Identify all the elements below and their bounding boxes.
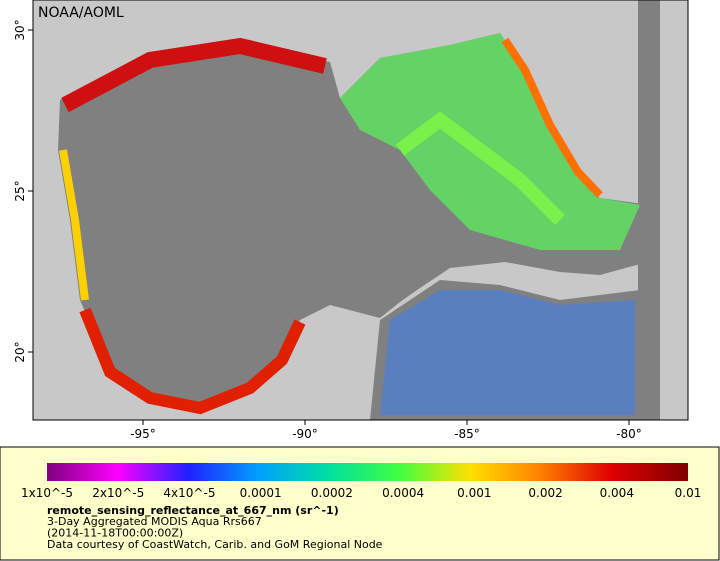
colorbar-label: 0.0002	[311, 486, 353, 500]
no-data	[638, 0, 660, 420]
lon-tick-label: -90°	[292, 427, 318, 441]
legend-line: 3-Day Aggregated MODIS Aqua Rrs667	[47, 515, 262, 528]
lon-tick-label: -85°	[454, 427, 480, 441]
label-box	[35, 2, 135, 24]
coast-red-south	[79, 307, 306, 415]
lat-tick-label: 20°	[13, 341, 27, 362]
ticks: 30° 25° 20° -95° -90° -85° -80°	[13, 19, 642, 441]
colorbar-label: 0.004	[600, 486, 634, 500]
colorbar-label: 0.0001	[240, 486, 282, 500]
map-frame	[32, 0, 689, 421]
colorbar-label: 2x10^-5	[92, 486, 144, 500]
map-label: NOAA/AOML	[38, 5, 124, 21]
legend-line: (2014-11-18T00:00:00Z)	[47, 527, 183, 540]
coast-red-north	[61, 37, 327, 113]
colorbar-label: 0.0004	[382, 486, 424, 500]
colorbar-labels: 1x10^-5 2x10^-5 4x10^-5 0.0001 0.0002 0.0004 0…	[21, 486, 701, 500]
map	[33, 0, 688, 420]
colorbar-label: 1x10^-5	[21, 486, 73, 500]
coast-florida	[501, 37, 603, 198]
legend-line: Data courtesy of CoastWatch, Carib. and …	[47, 538, 383, 551]
colorbar-title: remote_sensing_reflectance_at_667_nm (sr…	[47, 504, 339, 517]
colorbar-label: 0.01	[675, 486, 702, 500]
colorbar-label: 0.001	[457, 486, 491, 500]
colorbar-label: 0.002	[528, 486, 562, 500]
colorbar	[47, 463, 688, 481]
lat-tick-label: 25°	[13, 180, 27, 201]
shelf-green	[395, 111, 565, 225]
coast-west	[59, 149, 89, 301]
lon-tick-label: -95°	[130, 427, 156, 441]
colorbar-label: 4x10^-5	[163, 486, 215, 500]
caribbean-data	[380, 290, 635, 415]
lon-tick-label: -80°	[616, 427, 642, 441]
lat-tick-label: 30°	[13, 19, 27, 40]
legend-lines: 3-Day Aggregated MODIS Aqua Rrs667(2014-…	[47, 515, 383, 551]
chlorophyll-east	[340, 33, 640, 250]
